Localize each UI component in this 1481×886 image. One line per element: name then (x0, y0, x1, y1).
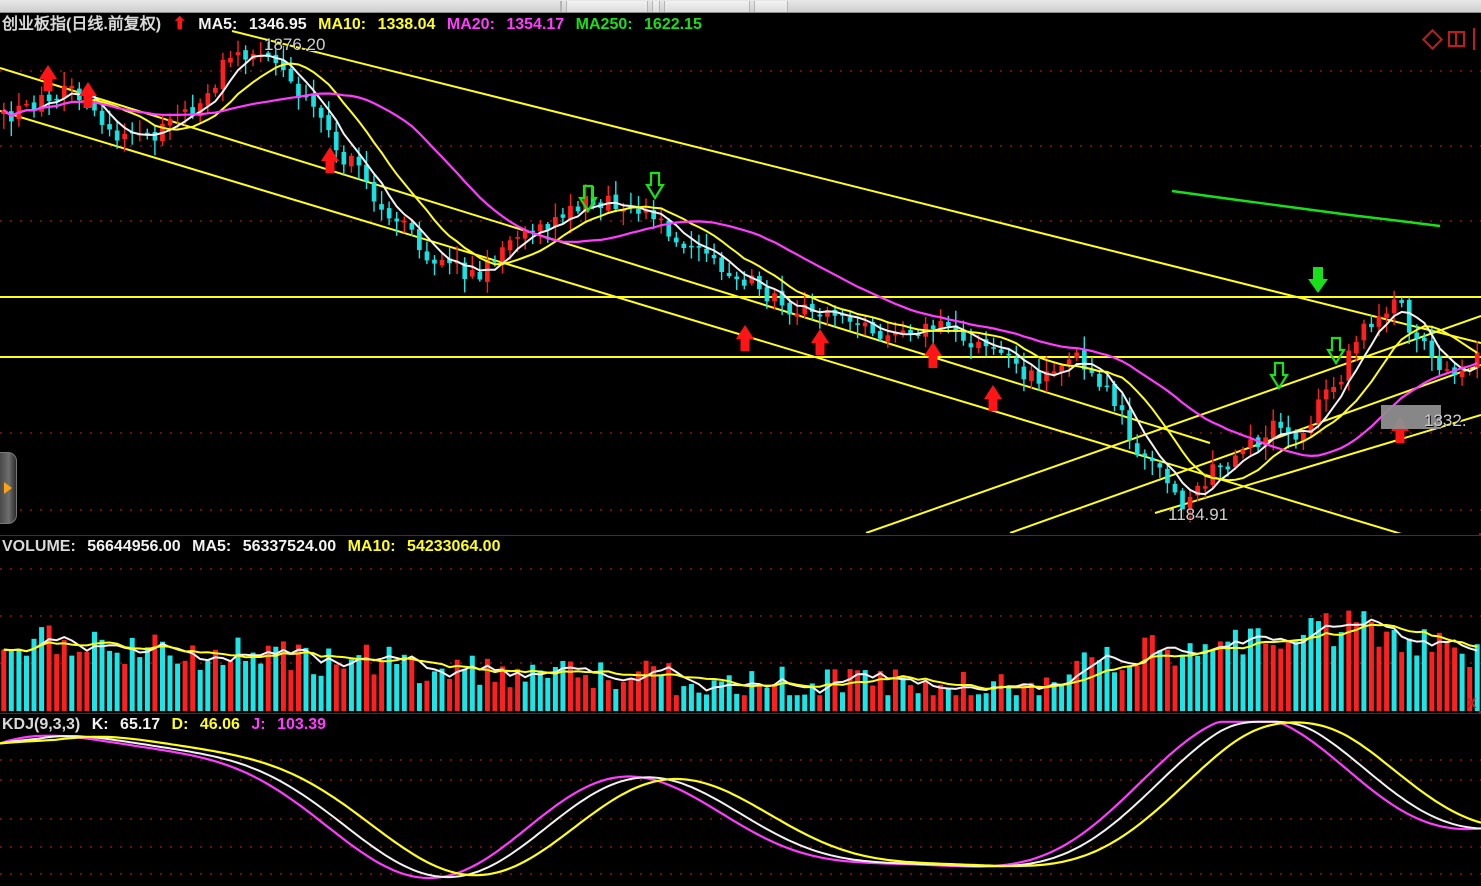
kdj-d-value: 46.06 (199, 716, 240, 733)
volume-ma5-label: MA5: (192, 538, 232, 555)
toolbar-divider (560, 1, 562, 12)
price-legend-title: 创业板指(日线.前复权) (2, 16, 162, 33)
ma20-label: MA20: (446, 16, 495, 33)
toolbar-button-3[interactable] (664, 1, 750, 12)
kdj-k-label: K: (91, 716, 109, 733)
price-trendlines[interactable] (0, 13, 1481, 533)
volume-label: VOLUME: (2, 538, 76, 555)
ma20-value: 1354.17 (506, 16, 565, 33)
ma250-label: MA250: (575, 16, 633, 33)
toolbar-button-4[interactable] (754, 1, 788, 12)
signal-markers[interactable] (0, 13, 1481, 533)
ma10-label: MA10: (318, 16, 367, 33)
ma5-value: 1346.95 (248, 16, 307, 33)
kdj-title: KDJ(9,3,3) (2, 716, 81, 733)
volume-bars[interactable] (0, 536, 1481, 711)
price-label-current: 1332. (1424, 411, 1467, 430)
volume-ma5-value: 56337524.00 (242, 538, 337, 555)
kdj-j-label: J: (251, 716, 266, 733)
ma5-label: MA5: (198, 16, 238, 33)
right-triangle-icon (4, 482, 12, 494)
volume-chart-panel[interactable]: VOLUME: 56644956.00 MA5: 56337524.00 MA1… (0, 535, 1481, 711)
volume-legend: VOLUME: 56644956.00 MA5: 56337524.00 MA1… (2, 536, 507, 558)
top-toolbar[interactable] (0, 0, 1481, 13)
vertical-bar-icon (1473, 28, 1475, 50)
ma250-line (1171, 189, 1441, 228)
kdj-legend: KDJ(9,3,3) K: 65.17 D: 46.06 J: 103.39 (2, 714, 333, 736)
volume-gridlines (0, 568, 1481, 664)
ma10-value: 1338.04 (377, 16, 436, 33)
price-panel-tools[interactable] (1421, 28, 1475, 50)
ma250-value: 1622.15 (644, 16, 702, 33)
diamond-icon[interactable] (1421, 28, 1444, 50)
price-chart-panel[interactable]: 创业板指(日线.前复权) ⬆ MA5: 1346.95 MA10: 1338.0… (0, 13, 1481, 533)
expand-panel-icon[interactable] (0, 452, 17, 524)
kdj-k-value: 65.17 (120, 716, 161, 733)
close-icon[interactable]: X (1466, 695, 1477, 712)
volume-ma10-value: 54233064.00 (407, 538, 501, 555)
kdj-d-label: D: (171, 716, 189, 733)
kdj-gridlines (0, 759, 1481, 875)
kdj-chart-panel[interactable]: KDJ(9,3,3) K: 65.17 D: 46.06 J: 103.39 (0, 713, 1481, 886)
toolbar-button-2[interactable] (652, 1, 660, 12)
volume-ma10-label: MA10: (347, 538, 396, 555)
volume-value: 56644956.00 (87, 538, 181, 555)
trend-up-arrow-icon: ⬆ (172, 14, 187, 33)
toolbar-button-1[interactable] (566, 1, 648, 12)
price-candles[interactable] (0, 13, 1481, 533)
kdj-j-value: 103.39 (277, 716, 327, 733)
split-window-icon[interactable] (1448, 31, 1465, 47)
price-label-low: 1184.91 (1168, 505, 1229, 524)
kdj-lines[interactable] (0, 714, 1481, 886)
price-label-high: 1876.20 (264, 35, 326, 54)
price-legend: 创业板指(日线.前复权) ⬆ MA5: 1346.95 MA10: 1338.0… (2, 13, 709, 35)
price-highlight-box (1381, 405, 1441, 429)
